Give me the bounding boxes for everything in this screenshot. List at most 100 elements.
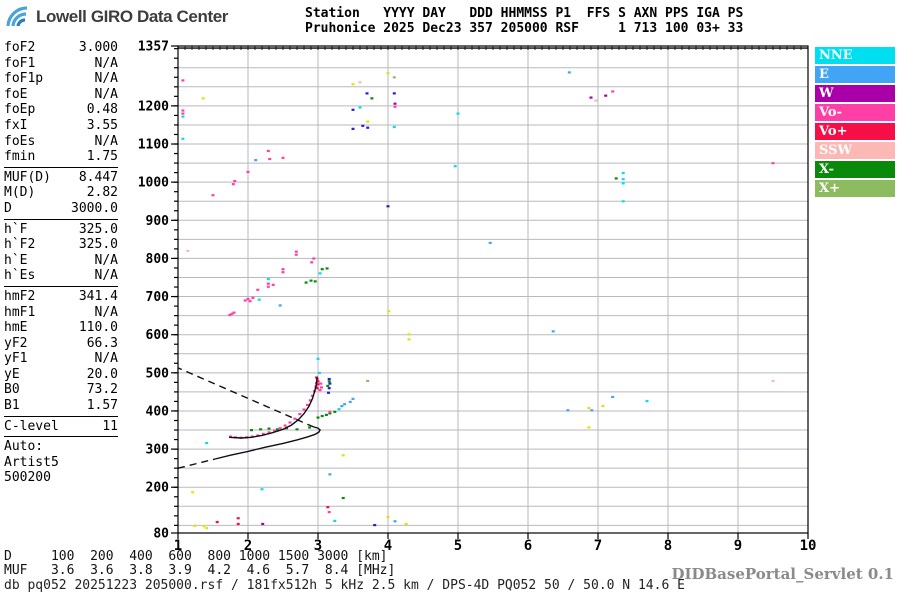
svg-text:10: 10 xyxy=(800,538,817,554)
param-value: 325.0 xyxy=(78,221,118,237)
param-value: 2.82 xyxy=(86,185,118,201)
param-row-yf1: yF1 N/A xyxy=(4,351,118,367)
param-value: 20.0 xyxy=(86,366,118,382)
param-label: B1 xyxy=(4,398,20,414)
param-value: 66.3 xyxy=(86,335,118,351)
curve-profile-extrapolation-top xyxy=(177,367,315,428)
svg-text:3: 3 xyxy=(314,538,322,554)
param-value: 110.0 xyxy=(78,320,118,336)
legend-item-vo: Vo- xyxy=(815,104,895,121)
curve-f-trace xyxy=(229,377,318,439)
svg-text:1000: 1000 xyxy=(138,176,169,191)
logo-text: Lowell GIRO Data Center xyxy=(36,7,229,26)
param-value: N/A xyxy=(94,268,118,284)
param-label: hmF2 xyxy=(4,288,36,304)
param-row-hmf2: hmF2 341.4 xyxy=(4,289,118,305)
lowell-giro-logo: Lowell GIRO Data Center xyxy=(6,5,228,29)
svg-text:7: 7 xyxy=(594,538,602,554)
svg-text:600: 600 xyxy=(146,328,170,343)
plot-grid xyxy=(178,46,808,533)
param-value: N/A xyxy=(94,133,118,149)
param-group: Auto: Artist5 500200 xyxy=(4,436,118,488)
param-value: 8.447 xyxy=(78,169,118,185)
svg-text:200: 200 xyxy=(146,481,170,496)
param-value: N/A xyxy=(94,252,118,268)
svg-text:80: 80 xyxy=(153,527,169,542)
param-value: 325.0 xyxy=(78,237,118,253)
param-value: 0.48 xyxy=(86,102,118,118)
svg-text:900: 900 xyxy=(146,214,170,229)
svg-text:4: 4 xyxy=(384,538,392,554)
param-row-fof1: foF1 N/A xyxy=(4,56,118,72)
param-row-hme: hmE 110.0 xyxy=(4,320,118,336)
param-value: N/A xyxy=(94,71,118,87)
distance-row: D 100 200 400 600 800 1000 1500 3000 [km… xyxy=(4,549,388,564)
servlet-version-label: DIDBasePortal_Servlet 0.1 xyxy=(671,565,894,583)
param-label: h`Es xyxy=(4,268,36,284)
param-group: foF2 3.000 foF1 N/A foF1p N/A foE N/A foEp 0.48 fx… xyxy=(4,38,118,167)
param-row-clevel: C-level 11 xyxy=(4,419,118,435)
ionogram-parameter-panel: foF2 3.000 foF1 N/A foF1p N/A foE N/A foEp 0.48 fx… xyxy=(4,38,118,488)
param-group: hmF2 341.4 hmF1 N/A hmE 110.0 yF2 66.3 yF1 N/A yE 2… xyxy=(4,285,118,416)
param-row-fof1p: foF1p N/A xyxy=(4,71,118,87)
param-label: foEs xyxy=(4,133,36,149)
param-row-foes: foEs N/A xyxy=(4,134,118,150)
param-label: h`F xyxy=(4,221,28,237)
svg-text:6: 6 xyxy=(524,538,532,554)
param-label: foE xyxy=(4,86,28,102)
measurement-info-line: db pq052 20251223 205000.rsf / 181fx512h… xyxy=(4,578,685,593)
param-row-hf2: h`F2 325.0 xyxy=(4,237,118,253)
param-row-he: h`E N/A xyxy=(4,253,118,269)
svg-text:1100: 1100 xyxy=(138,138,169,153)
param-label: yF2 xyxy=(4,335,28,351)
legend-item-x: X+ xyxy=(815,180,895,197)
svg-text:500: 500 xyxy=(146,366,170,381)
param-label: hmF1 xyxy=(4,304,36,320)
legend-item-vo: Vo+ xyxy=(815,123,895,140)
svg-text:700: 700 xyxy=(146,290,170,305)
legend-item-e: E xyxy=(815,66,895,83)
echo-direction-legend: NNE E W Vo- Vo+ SSW X- X+ xyxy=(815,47,895,199)
x-axis-labels: 1 2 3 4 5 6 7 8 9 10 xyxy=(174,538,817,554)
param-row-mufd: MUF(D) 8.447 xyxy=(4,170,118,186)
param-value: N/A xyxy=(94,55,118,71)
param-value: N/A xyxy=(94,86,118,102)
param-label: Artist5 xyxy=(4,454,59,470)
param-row-d: D 3000.0 xyxy=(4,201,118,217)
giro-waves-icon xyxy=(6,6,28,27)
param-row-auto: Auto: xyxy=(4,439,118,455)
trace-curves xyxy=(177,367,321,469)
legend-item-nne: NNE xyxy=(815,47,895,64)
svg-text:400: 400 xyxy=(146,404,170,419)
svg-text:800: 800 xyxy=(146,252,170,267)
legend-item-ssw: SSW xyxy=(815,142,895,159)
param-row-foep: foEp 0.48 xyxy=(4,102,118,118)
param-row-hes: h`Es N/A xyxy=(4,268,118,284)
param-row-b1: B1 1.57 xyxy=(4,398,118,414)
param-label: foF1 xyxy=(4,55,36,71)
plot-axes xyxy=(171,45,809,539)
param-value: N/A xyxy=(94,351,118,367)
svg-text:9: 9 xyxy=(734,538,742,554)
param-label: C-level xyxy=(4,418,59,434)
param-label: M(D) xyxy=(4,185,36,201)
param-label: fmin xyxy=(4,149,36,165)
param-value: 341.4 xyxy=(78,288,118,304)
param-value: 1.75 xyxy=(86,149,118,165)
param-row-md: M(D) 2.82 xyxy=(4,185,118,201)
param-label: B0 xyxy=(4,382,20,398)
param-row-hmf1: hmF1 N/A xyxy=(4,305,118,321)
station-header-line1: Station YYYY DAY DDD HHMMSS P1 FFS S AXN… xyxy=(305,6,744,21)
param-label: fxI xyxy=(4,117,28,133)
svg-text:2: 2 xyxy=(244,538,252,554)
param-value: N/A xyxy=(94,304,118,320)
param-group: MUF(D) 8.447 M(D) 2.82 D 3000.0 xyxy=(4,166,118,219)
param-label: yF1 xyxy=(4,351,28,367)
param-value: 1.57 xyxy=(86,398,118,414)
svg-text:1357: 1357 xyxy=(138,40,169,55)
param-row-500200: 500200 xyxy=(4,470,118,486)
param-row-artist5: Artist5 xyxy=(4,455,118,471)
param-label: 500200 xyxy=(4,470,51,486)
legend-item-x: X- xyxy=(815,161,895,178)
